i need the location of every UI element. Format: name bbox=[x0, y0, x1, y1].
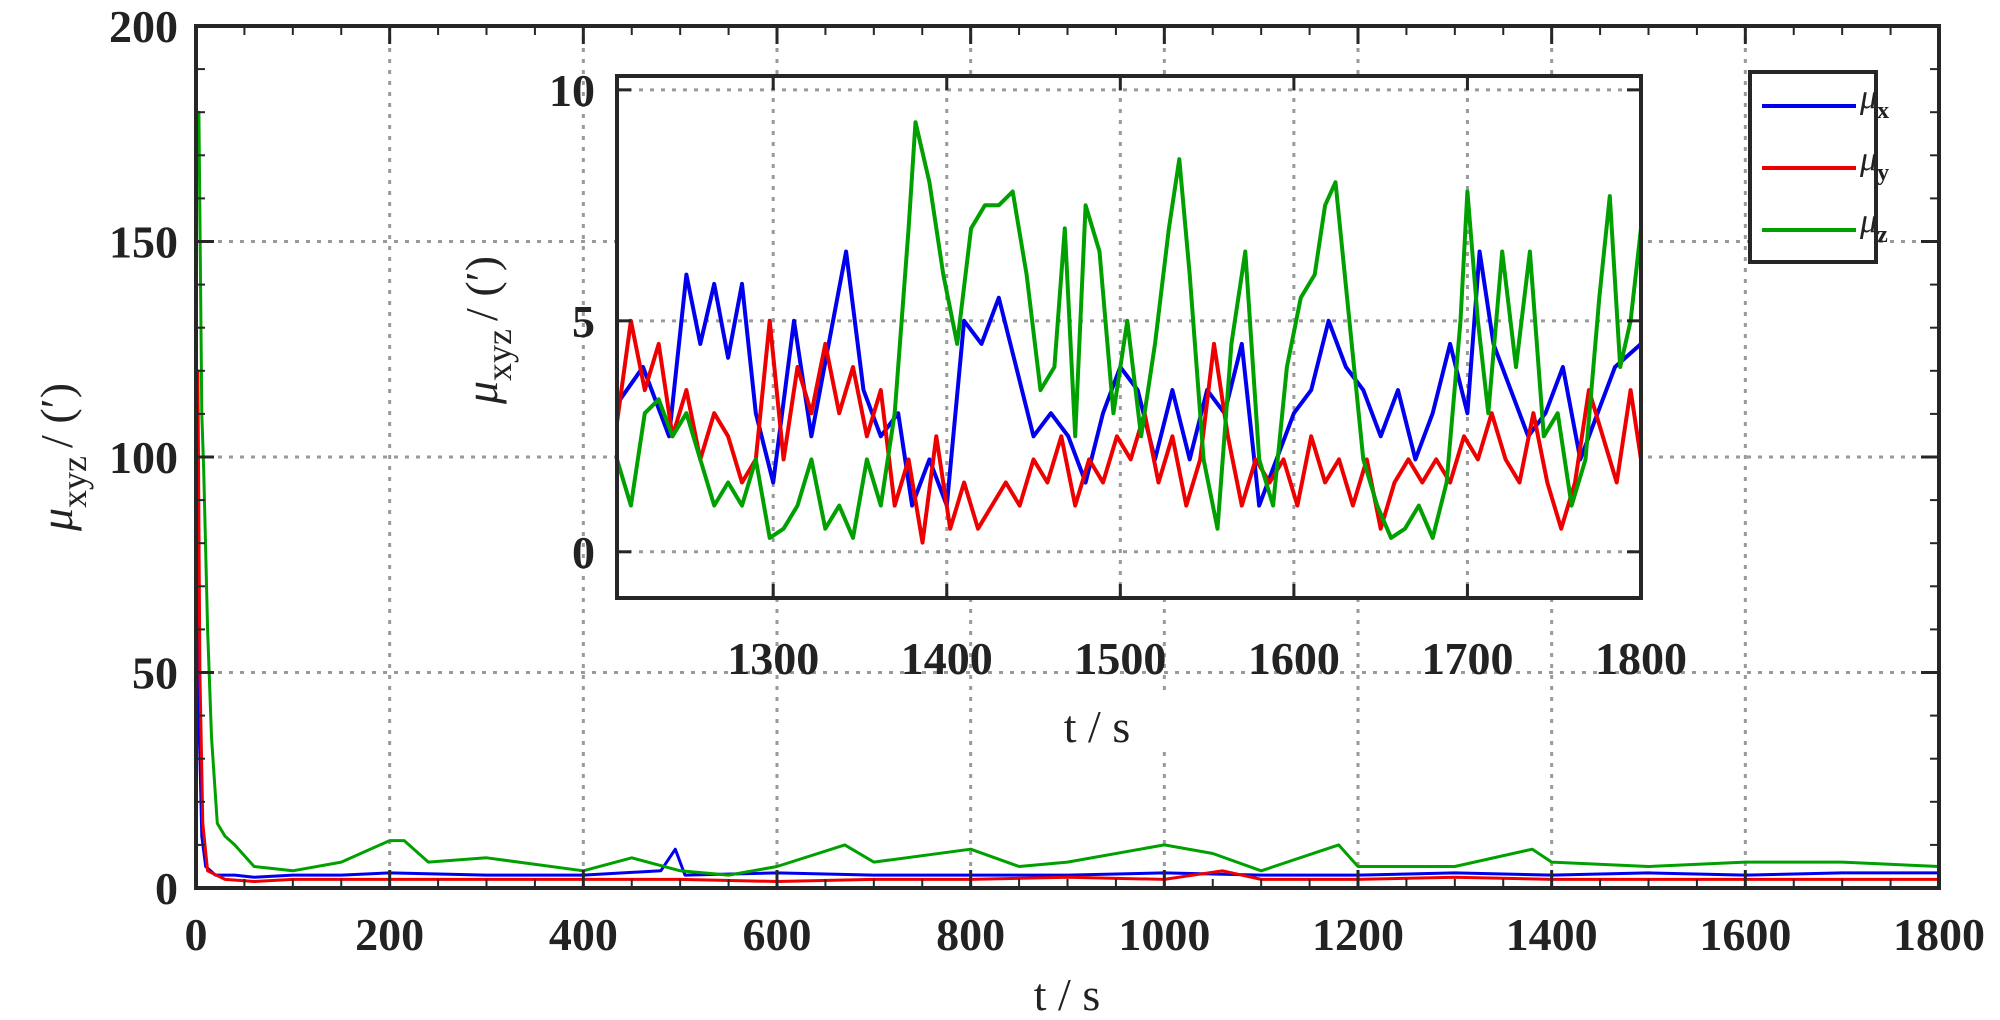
inset-series-line-z bbox=[615, 120, 1643, 540]
inset-x-label-bg bbox=[1040, 692, 1200, 752]
inset-y-tick-label: 5 bbox=[572, 296, 595, 347]
legend: μx μy μz bbox=[1748, 70, 1889, 264]
main-x-tick-label: 1800 bbox=[1893, 909, 1985, 960]
main-y-tick-label: 50 bbox=[132, 648, 178, 699]
inset-x-tick-label: 1400 bbox=[901, 633, 993, 684]
main-x-tick-label: 1000 bbox=[1118, 909, 1210, 960]
main-x-tick-label: 400 bbox=[549, 909, 618, 960]
inset-x-tick-label: 1300 bbox=[727, 633, 819, 684]
main-y-tick-label: 0 bbox=[155, 863, 178, 914]
main-x-tick-label: 1200 bbox=[1312, 909, 1404, 960]
inset-y-tick-label: 0 bbox=[572, 527, 595, 578]
svg-text:μxyz/ (′): μxyz/ (′) bbox=[31, 383, 94, 532]
main-x-tick-label: 1400 bbox=[1506, 909, 1598, 960]
legend-label-y: μy bbox=[1859, 141, 1889, 186]
main-y-tick-label: 200 bbox=[109, 1, 178, 52]
inset-x-tick-label: 1800 bbox=[1595, 633, 1687, 684]
main-x-tick-label: 800 bbox=[936, 909, 1005, 960]
inset-y-axis-label: μxyz/ (′) bbox=[456, 256, 519, 405]
main-x-tick-label: 1600 bbox=[1699, 909, 1791, 960]
inset-ticks: 1300 1400 1500 1600 1700 1800 0 5 10 bbox=[549, 65, 1687, 684]
inset-x-axis-label: t / s bbox=[1064, 701, 1130, 752]
main-x-axis-label: t / s bbox=[1034, 969, 1100, 1020]
main-y-axis-label: μxyz/ (′) bbox=[31, 383, 94, 532]
inset-x-tick-label: 1700 bbox=[1421, 633, 1513, 684]
inset-series-line-y bbox=[615, 318, 1643, 545]
main-series-line-z bbox=[194, 110, 1940, 877]
inset-x-tick-label: 1600 bbox=[1248, 633, 1340, 684]
svg-text:μxyz/ (′): μxyz/ (′) bbox=[456, 256, 519, 405]
inset-x-tick-label: 1500 bbox=[1074, 633, 1166, 684]
legend-label-x: μx bbox=[1859, 79, 1889, 124]
main-x-tick-label: 200 bbox=[355, 909, 424, 960]
main-y-tick-label: 150 bbox=[109, 217, 178, 268]
inset-series-group bbox=[615, 120, 1643, 545]
main-x-tick-label: 0 bbox=[185, 909, 208, 960]
main-y-tick-label: 100 bbox=[109, 432, 178, 483]
inset-plot-frame bbox=[615, 74, 1643, 600]
main-x-tick-label: 600 bbox=[743, 909, 812, 960]
legend-items: μx μy μz bbox=[1762, 79, 1889, 248]
inset-y-tick-label: 10 bbox=[549, 65, 595, 116]
legend-label-z: μz bbox=[1859, 203, 1888, 248]
main-series-line-x bbox=[194, 370, 1939, 879]
inset-series-line-x bbox=[615, 249, 1643, 508]
main-ticks: 0 200 400 600 800 1000 1200 1400 1600 18000501001… bbox=[109, 1, 1985, 960]
